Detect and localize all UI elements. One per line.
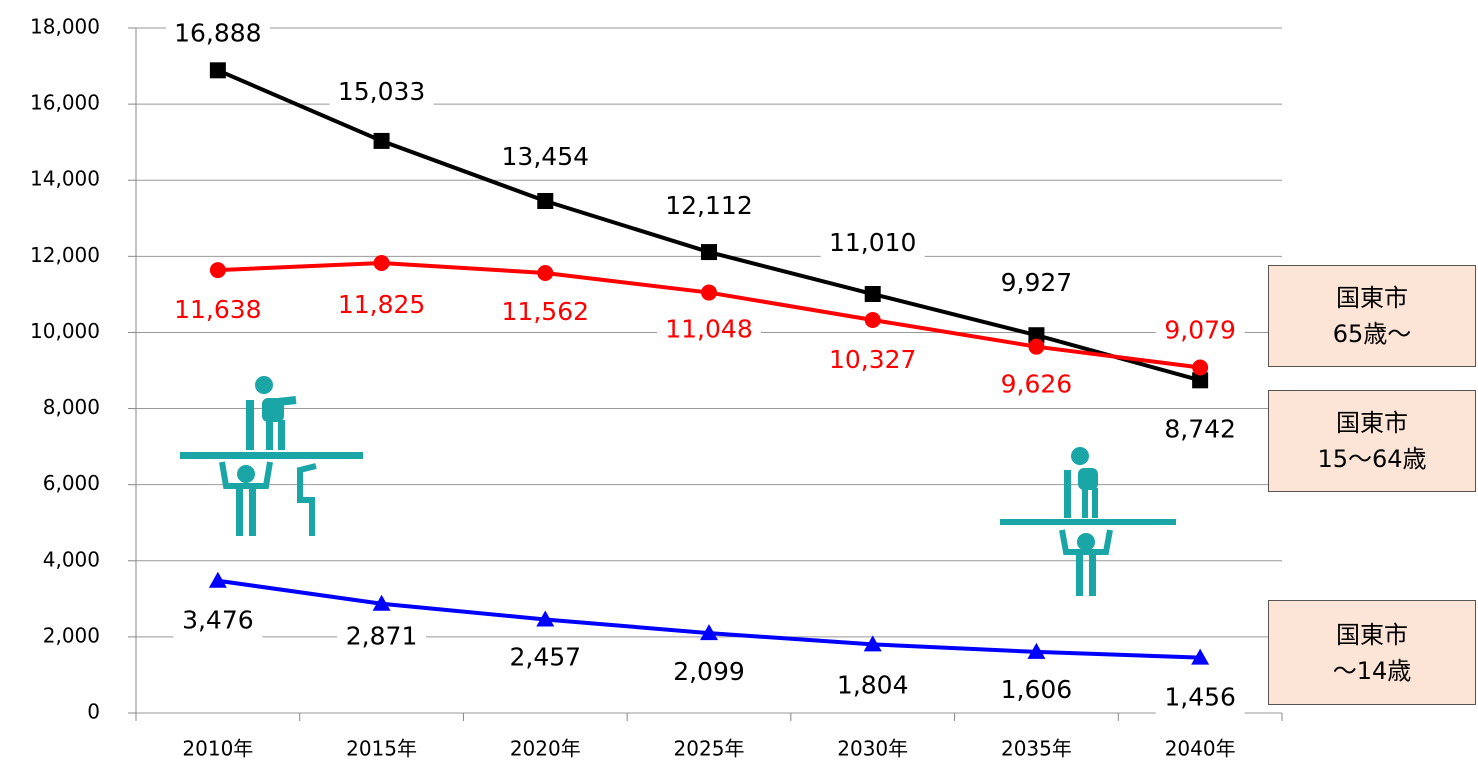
icon-left xyxy=(180,376,363,536)
y-tick-label: 10,000 xyxy=(30,319,100,343)
marker xyxy=(536,610,555,627)
marker xyxy=(209,262,226,279)
data-label: 2,457 xyxy=(509,642,581,671)
y-tick-label: 0 xyxy=(87,700,100,724)
y-tick-label: 8,000 xyxy=(43,395,100,419)
label-bg xyxy=(1155,314,1245,349)
x-tick-label: 2035年 xyxy=(1001,737,1072,761)
marker xyxy=(537,265,554,282)
marker xyxy=(1028,327,1045,344)
data-label: 9,927 xyxy=(1001,268,1073,297)
data-label: 10,327 xyxy=(829,345,916,374)
marker xyxy=(1192,372,1209,389)
legend-entry: 国東市 15〜64歳 xyxy=(1268,390,1476,492)
label-bg xyxy=(493,141,598,176)
data-label: 12,112 xyxy=(665,191,752,220)
label-bg xyxy=(991,673,1081,708)
label-bg xyxy=(991,368,1081,403)
label-bg xyxy=(337,620,427,655)
data-label: 13,454 xyxy=(502,142,589,171)
marker xyxy=(700,624,718,641)
data-label: 11,048 xyxy=(665,315,752,344)
legend-entry: 国東市 〜14歳 xyxy=(1268,600,1476,705)
data-label: 1,456 xyxy=(1164,683,1236,712)
marker xyxy=(864,286,881,303)
label-bg xyxy=(500,641,590,676)
label-bg xyxy=(329,75,434,110)
y-tick-label: 2,000 xyxy=(43,623,100,647)
label-bg xyxy=(1155,681,1245,716)
marker xyxy=(701,284,717,301)
marker xyxy=(1028,338,1045,355)
label-bg xyxy=(329,288,434,323)
y-tick-label: 14,000 xyxy=(30,167,100,191)
label-bg xyxy=(1155,413,1245,448)
label-bg xyxy=(828,669,918,704)
icon-right xyxy=(1000,447,1176,596)
data-label: 2,099 xyxy=(673,657,745,686)
marker xyxy=(208,571,227,588)
data-label: 15,033 xyxy=(338,77,425,106)
marker xyxy=(373,254,390,271)
data-label: 8,742 xyxy=(1164,414,1236,443)
label-bg xyxy=(165,17,270,52)
x-tick-label: 2020年 xyxy=(510,737,581,761)
marker xyxy=(372,594,391,611)
y-tick-label: 18,000 xyxy=(30,15,100,39)
label-bg xyxy=(664,656,754,691)
marker xyxy=(863,635,882,652)
x-tick-label: 2040年 xyxy=(1165,737,1236,761)
y-tick-label: 6,000 xyxy=(43,471,100,495)
label-bg xyxy=(657,313,761,348)
data-label: 9,079 xyxy=(1164,315,1236,344)
marker xyxy=(1191,648,1210,665)
label-bg xyxy=(173,604,263,639)
label-bg xyxy=(657,190,761,225)
y-tick-label: 4,000 xyxy=(43,547,100,571)
marker xyxy=(209,62,226,79)
marker xyxy=(864,312,881,329)
marker xyxy=(1192,359,1209,376)
grid xyxy=(128,27,1283,721)
data-label: 16,888 xyxy=(174,18,261,47)
x-tick-label: 2015年 xyxy=(346,737,417,761)
marker xyxy=(537,193,554,210)
label-bg xyxy=(493,296,598,331)
data-label: 2,871 xyxy=(346,622,418,651)
y-tick-label: 16,000 xyxy=(30,91,100,115)
data-label: 11,825 xyxy=(338,290,425,319)
marker xyxy=(701,244,717,261)
legend-entry: 国東市 65歳〜 xyxy=(1268,265,1476,367)
label-bg xyxy=(991,267,1081,302)
label-bg xyxy=(820,344,925,379)
marker xyxy=(1027,642,1046,659)
data-label: 1,606 xyxy=(1001,675,1073,704)
label-bg xyxy=(820,227,925,262)
data-label: 11,562 xyxy=(502,297,589,326)
x-tick-label: 2025年 xyxy=(674,737,745,761)
x-tick-label: 2010年 xyxy=(182,737,253,761)
data-label: 11,638 xyxy=(174,295,261,324)
data-label: 9,626 xyxy=(1001,370,1073,399)
data-label: 11,010 xyxy=(829,228,916,257)
y-tick-label: 12,000 xyxy=(30,243,100,267)
label-bg xyxy=(165,294,270,329)
x-tick-label: 2030年 xyxy=(837,737,908,761)
marker xyxy=(373,132,390,149)
data-label: 3,476 xyxy=(182,606,254,635)
data-label: 1,804 xyxy=(837,670,909,699)
